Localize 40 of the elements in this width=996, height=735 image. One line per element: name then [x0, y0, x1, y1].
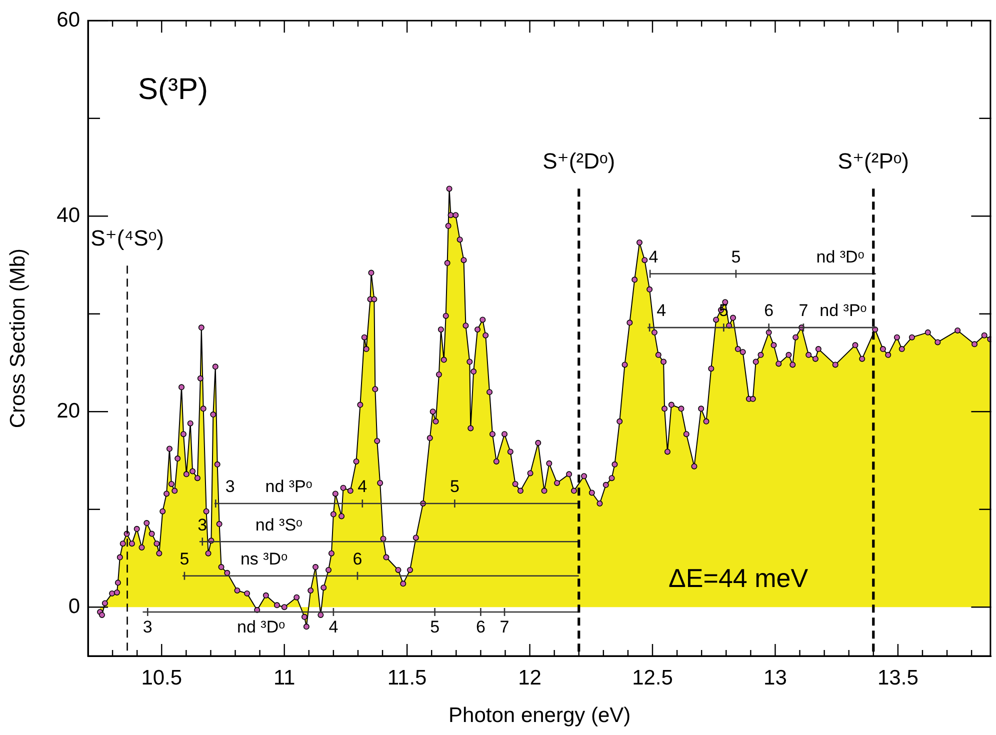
x-tick-label: 11: [273, 666, 296, 690]
x-tick-label: 10.5: [141, 666, 182, 690]
annotation: 7: [500, 618, 510, 637]
annotation: 5: [180, 550, 190, 569]
annotation: 3: [225, 477, 235, 496]
y-tick-label: 20: [56, 399, 80, 422]
annotation: 6: [764, 301, 774, 320]
annotation: 7: [798, 301, 808, 320]
annotation: 3: [198, 515, 208, 534]
annotation: 4: [358, 477, 368, 496]
x-tick-label: 12: [518, 666, 542, 690]
ref-line-label: S⁺(²Pᵒ): [838, 148, 910, 174]
ref-line-label: S⁺(²Dᵒ): [542, 148, 616, 174]
annotation: 5: [450, 477, 460, 496]
annotation: 4: [328, 618, 338, 637]
annotation: nd ³Sᵒ: [255, 515, 302, 534]
annotation: 5: [731, 247, 741, 266]
text: S(³P): [138, 72, 208, 106]
y-tick-label: 40: [56, 204, 80, 227]
annotation: 6: [352, 550, 362, 569]
annotation: 6: [476, 618, 486, 637]
x-tick-label: 13: [764, 666, 787, 690]
annotation: 5: [430, 618, 440, 637]
y-tick-label: 60: [56, 8, 80, 32]
x-tick-label: 12.5: [632, 666, 673, 690]
annotation: nd ³Pᵒ: [820, 301, 867, 320]
annotation: nd ³Pᵒ: [265, 477, 312, 496]
y-tick-label: 0: [68, 594, 80, 618]
annotation: nd ³Dᵒ: [816, 247, 864, 266]
x-tick-label: 13.5: [877, 666, 918, 690]
annotation: ΔE=44 meV: [668, 562, 809, 593]
annotation: 4: [656, 301, 666, 320]
annotation: nd ³Dᵒ: [237, 618, 286, 637]
annotation: 4: [648, 247, 658, 266]
annotation: 3: [142, 618, 152, 637]
ref-line-label: S⁺(⁴Sᵒ): [90, 226, 164, 251]
annotation: ns ³Dᵒ: [240, 550, 288, 569]
x-axis-title: Photon energy (eV): [448, 704, 631, 728]
x-tick-label: 11.5: [387, 666, 427, 690]
y-axis-title: Cross Section (Mb): [6, 248, 30, 428]
